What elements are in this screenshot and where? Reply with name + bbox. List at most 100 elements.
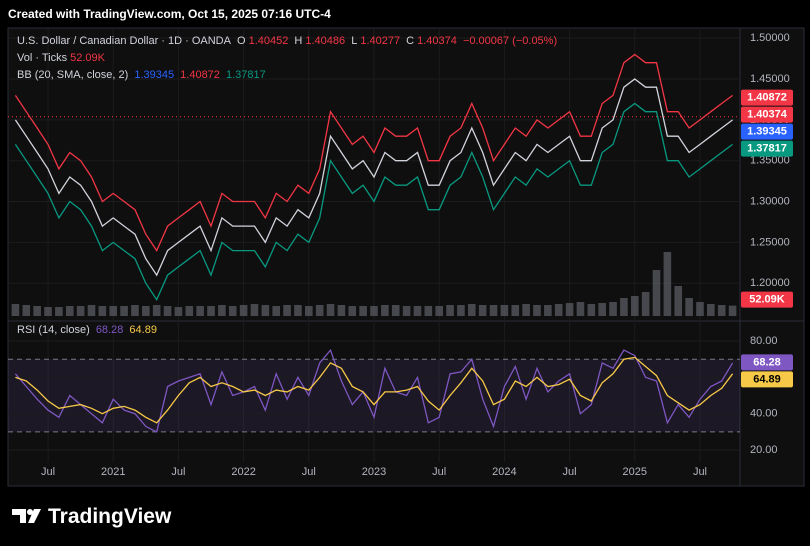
y-tick-label: 40.00 <box>750 408 778 420</box>
bb-basis: 1.39345 <box>134 69 175 81</box>
volume-bar <box>196 306 204 316</box>
volume-bar <box>250 304 259 316</box>
bb-title: BB (20, SMA, close, 2) <box>17 69 129 81</box>
price-tag: 64.89 <box>753 373 781 385</box>
series-line <box>14 348 734 433</box>
volume-bar <box>620 298 628 316</box>
volume-bar <box>120 306 128 316</box>
price-tag: 52.09K <box>749 294 785 306</box>
volume-title: Vol · Ticks <box>17 52 68 64</box>
volume-bar <box>446 305 454 316</box>
volume-bar <box>44 307 52 316</box>
volume-bar <box>663 252 672 316</box>
price-tag-bg <box>741 140 793 157</box>
volume-bar <box>337 305 346 316</box>
volume-bar <box>76 306 85 316</box>
volume-bar <box>402 306 411 316</box>
ohlc-label: L <box>351 35 358 47</box>
volume-bar <box>11 304 20 316</box>
volume-bar <box>554 304 563 316</box>
x-tick-label: 2021 <box>101 466 125 478</box>
volume-bar <box>685 298 693 316</box>
x-tick-label: Jul <box>432 466 446 478</box>
volume-bar <box>142 306 150 316</box>
rsi-title: RSI (14, close) <box>17 324 90 336</box>
x-tick-label: 2025 <box>623 466 647 478</box>
volume-bar <box>533 305 541 316</box>
volume-bar <box>55 307 63 316</box>
volume-bar <box>717 305 726 316</box>
volume-bar <box>65 306 74 316</box>
volume-bar <box>576 302 585 316</box>
ohlc-value: 1.40486 <box>305 35 346 47</box>
volume-bar <box>391 305 400 316</box>
y-tick-label: 1.20000 <box>750 277 790 289</box>
volume-bar <box>630 296 639 316</box>
price-tag: 68.28 <box>753 356 781 368</box>
legend-line: U.S. Dollar / Canadian Dollar · 1D · OAN… <box>17 35 560 47</box>
volume-bar <box>22 305 31 316</box>
y-tick-label: 20.00 <box>750 444 778 456</box>
y-tick-label: 1.50000 <box>750 32 790 44</box>
volume-bar <box>305 306 313 316</box>
volume-bar <box>457 305 465 316</box>
volume-bar <box>598 303 606 316</box>
price-tag: 1.37817 <box>747 143 787 155</box>
volume-bar <box>565 303 574 316</box>
volume-bar <box>294 305 302 316</box>
x-tick-label: 2024 <box>492 466 516 478</box>
chart-frame <box>7 27 805 487</box>
bb-lower: 1.37817 <box>225 69 266 81</box>
y-tick-label: 1.45000 <box>750 73 790 85</box>
volume-bar <box>98 306 107 316</box>
y-tick-label: 80.00 <box>750 335 778 347</box>
price-tag: 1.40374 <box>747 109 788 121</box>
volume-bar <box>174 307 183 316</box>
volume-bar <box>696 302 704 316</box>
volume-bar <box>33 306 41 316</box>
volume-bar <box>359 306 367 316</box>
volume-legend: Vol · Ticks 52.09K <box>17 52 108 64</box>
series-line <box>14 102 733 301</box>
price-tag-bg <box>741 106 793 123</box>
volume-bar <box>381 305 389 316</box>
rsi-band <box>8 359 740 432</box>
volume-bar <box>522 304 530 316</box>
ohlc-value: 1.40374 <box>417 35 457 47</box>
volume-bar <box>478 305 487 316</box>
symbol-title: U.S. Dollar / Canadian Dollar · 1D · OAN… <box>17 35 231 47</box>
x-tick-label: Jul <box>563 466 577 478</box>
volume-bar <box>370 306 378 316</box>
x-tick-label: Jul <box>41 466 55 478</box>
volume-bar <box>728 305 737 316</box>
brand-logo <box>12 509 41 523</box>
volume-bar <box>239 305 248 316</box>
volume-bar <box>261 305 270 316</box>
volume-bar <box>326 304 335 316</box>
x-tick-label: 2022 <box>231 466 255 478</box>
bb-legend: BB (20, SMA, close, 2) 1.39345 1.40872 1… <box>17 69 269 81</box>
volume-bar <box>87 305 96 316</box>
volume-bar <box>467 304 476 316</box>
volume-bar <box>511 305 520 316</box>
volume-bar <box>641 292 650 316</box>
price-tag-bg <box>741 291 793 308</box>
volume-last: 52.09K <box>70 52 105 64</box>
volume-bar <box>652 270 661 316</box>
volume-bar <box>218 305 226 316</box>
x-tick-label: Jul <box>302 466 316 478</box>
rsi-ma-value: 64.89 <box>129 324 157 336</box>
volume-bar <box>413 306 422 316</box>
price-tag-bg <box>741 123 793 140</box>
volume-bar <box>707 304 715 316</box>
y-tick-label: 1.30000 <box>750 195 790 207</box>
volume-bar <box>544 305 552 316</box>
ohlc-label: C <box>406 35 415 47</box>
ohlc-value: 1.40452 <box>248 35 289 47</box>
volume-bar <box>609 302 617 316</box>
volume-bar <box>435 306 443 316</box>
bb-upper: 1.40872 <box>180 69 220 81</box>
volume-bar <box>348 306 357 316</box>
